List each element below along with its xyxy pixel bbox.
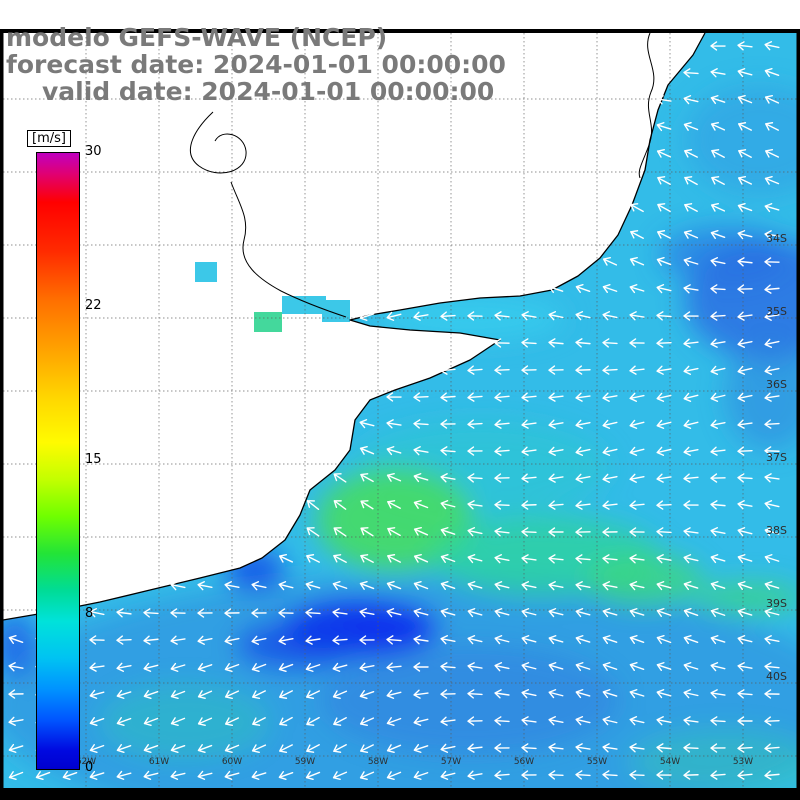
longitude-label: 55W [587, 757, 607, 767]
lat-lon-grid [3, 33, 797, 788]
longitude-label: 60W [222, 757, 242, 767]
coastline [2, 32, 706, 621]
latitude-label: 36S [766, 378, 787, 391]
longitude-label: 58W [368, 757, 388, 767]
latitude-label: 40S [766, 670, 787, 683]
latitude-label: 37S [766, 451, 787, 464]
map-frame-top [0, 29, 800, 33]
map-frame-left [0, 29, 4, 800]
longitude-label: 62W [76, 757, 96, 767]
map-frame [0, 29, 800, 800]
river-lines [189, 32, 655, 318]
latitude-label: 35S [766, 305, 787, 318]
longitude-label: 56W [514, 757, 534, 767]
map-frame-right [796, 29, 800, 800]
longitude-label: 61W [149, 757, 169, 767]
latitude-label: 39S [766, 597, 787, 610]
longitude-label: 53W [733, 757, 753, 767]
geo-labels: 34S 35S 36S 37S 38S 39S 40S 62W 61W 60W 59W 58W 57W 5… [76, 232, 787, 767]
longitude-label: 54W [660, 757, 680, 767]
longitude-label: 57W [441, 757, 461, 767]
latitude-label: 34S [766, 232, 787, 245]
latitude-label: 38S [766, 524, 787, 537]
longitude-label: 59W [295, 757, 315, 767]
map-frame-bottom [0, 788, 800, 800]
